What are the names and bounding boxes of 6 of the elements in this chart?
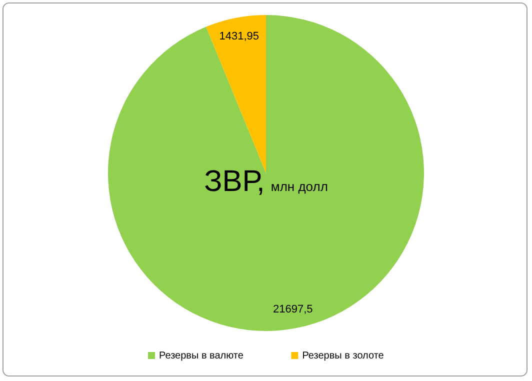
data-label: 21697,5 — [272, 303, 313, 316]
data-label: 1431,95 — [219, 30, 260, 42]
text: ЗВР, млн долл — [204, 165, 328, 198]
legend-label: Резервы в валюте — [159, 350, 244, 362]
pie-slice — [108, 15, 424, 331]
legend-label: Резервы в золоте — [302, 350, 384, 362]
